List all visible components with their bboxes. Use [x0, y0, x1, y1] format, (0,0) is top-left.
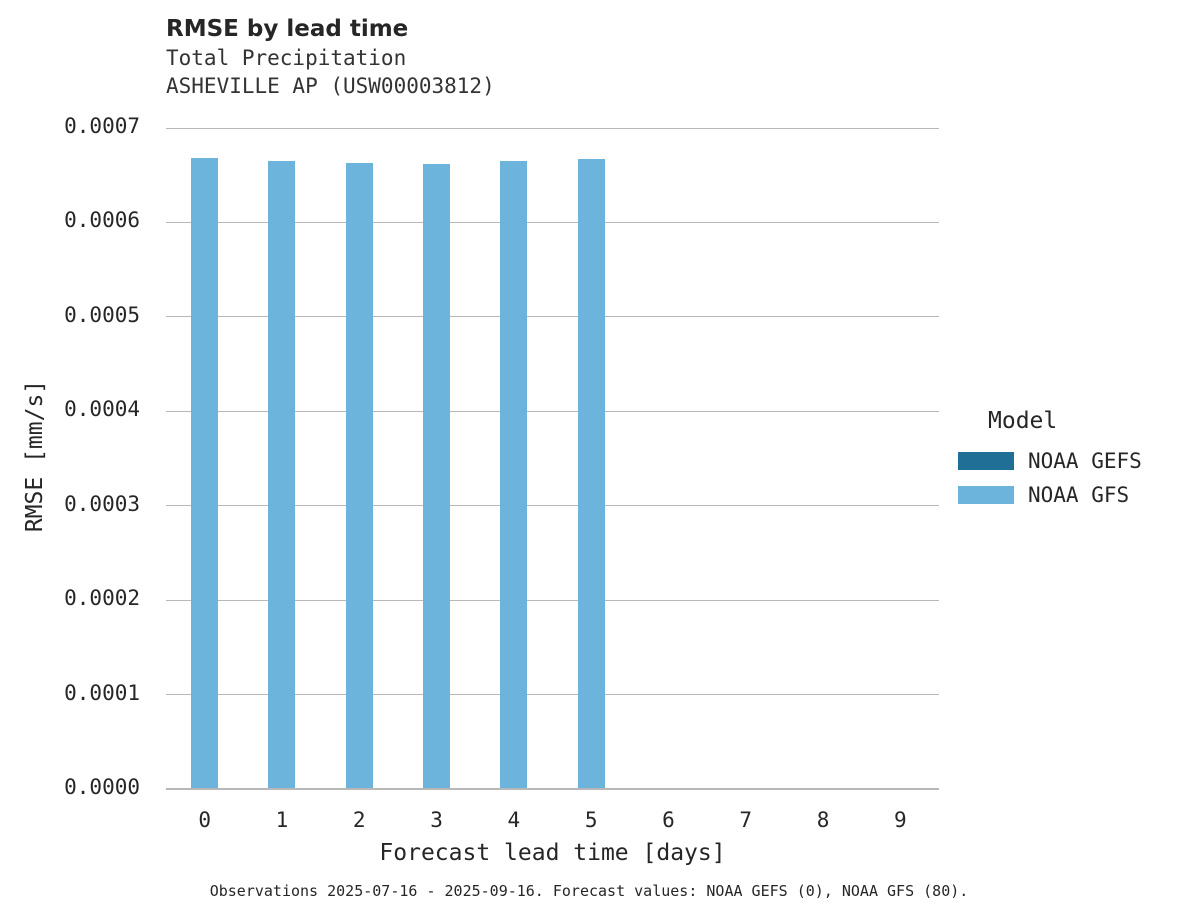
bar — [191, 158, 219, 789]
bar — [345, 162, 373, 789]
legend-swatch-icon — [958, 452, 1014, 470]
chart-caption: Observations 2025-07-16 - 2025-09-16. Fo… — [209, 882, 969, 900]
bar — [423, 163, 451, 789]
legend-item[interactable]: NOAA GEFS — [958, 446, 1178, 476]
x-axis-line — [166, 788, 939, 789]
y-axis-tick-label: 0.0003 — [64, 491, 140, 516]
legend-item[interactable]: NOAA GFS — [958, 480, 1178, 510]
gridline — [166, 127, 939, 129]
gridline — [166, 505, 939, 507]
y-axis-tick-label: 0.0007 — [64, 114, 140, 138]
y-axis-tick-label: 0.0002 — [64, 586, 140, 611]
chart-subtitle: Total Precipitation — [166, 46, 407, 70]
x-axis-title: Forecast lead time [days] — [379, 840, 726, 866]
chart-station-label: ASHEVILLE AP (USW00003812) — [166, 74, 495, 98]
x-axis-tick-label: 1 — [275, 808, 289, 832]
y-axis-title: RMSE [mm/s] — [22, 379, 48, 533]
plot-area — [166, 127, 939, 790]
gridline — [166, 221, 939, 223]
y-axis-tick-label: 0.0006 — [64, 208, 140, 233]
bar — [577, 159, 605, 789]
y-axis-tick-label: 0.0001 — [64, 680, 140, 705]
y-axis-tick-label: 0.0005 — [64, 302, 140, 327]
gridline — [166, 599, 939, 601]
x-axis-tick-label: 4 — [507, 808, 521, 832]
x-axis-tick-label: 2 — [352, 808, 366, 832]
x-axis-tick-label: 6 — [662, 808, 675, 832]
gridline — [166, 694, 939, 696]
gridline — [166, 410, 939, 412]
bar — [268, 161, 296, 789]
x-axis-tick-label: 3 — [430, 808, 443, 832]
legend-item-label: NOAA GEFS — [1028, 449, 1142, 473]
x-axis-tick-label: 0 — [198, 808, 211, 832]
gridline — [166, 316, 939, 318]
legend-item-label: NOAA GFS — [1028, 483, 1130, 507]
page-title: RMSE by lead time — [166, 16, 409, 42]
legend-title: Model — [988, 408, 1058, 434]
legend: Model NOAA GEFS NOAA GFS — [958, 408, 1178, 514]
legend-rows: NOAA GEFS NOAA GFS — [958, 446, 1178, 510]
y-axis-tick-label: 0.0000 — [64, 775, 140, 799]
y-axis-tick-labels: 0.0000 0.0001 0.0002 0.0003 0.0004 0.0005 0.00… — [0, 0, 152, 920]
bar — [500, 161, 528, 789]
legend-swatch-icon — [958, 486, 1014, 504]
gridline — [166, 788, 939, 790]
title-block: RMSE by lead time Total Precipitation AS… — [166, 14, 495, 100]
x-axis-tick-label: 8 — [816, 808, 830, 832]
x-axis-tick-label: 5 — [584, 808, 598, 832]
x-axis-tick-label: 9 — [894, 808, 907, 832]
x-axis-tick-label: 7 — [739, 808, 753, 832]
y-axis-tick-label: 0.0004 — [64, 397, 140, 422]
